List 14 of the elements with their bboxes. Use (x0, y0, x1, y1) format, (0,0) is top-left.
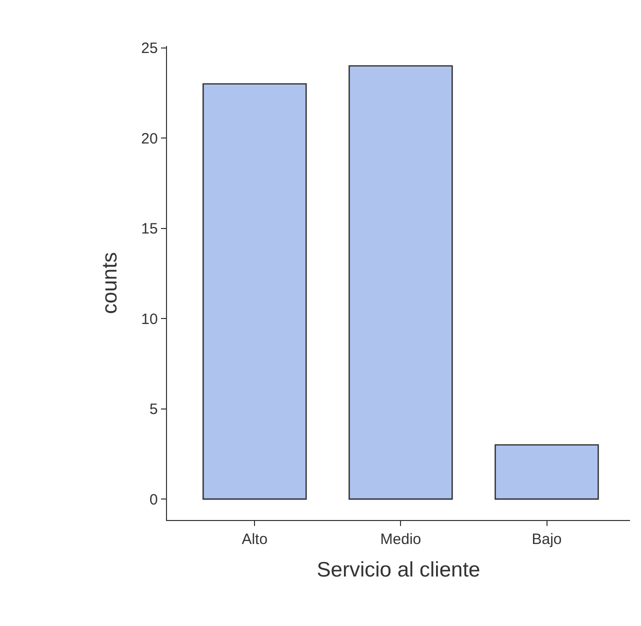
bar (202, 83, 307, 500)
y-tick-label: 5 (150, 401, 158, 418)
bar (348, 65, 453, 500)
y-axis-title: counts (98, 252, 122, 314)
y-tick-label: 10 (141, 310, 158, 328)
x-tick-label: Bajo (532, 531, 562, 548)
bar (494, 444, 599, 500)
y-tick-label: 15 (141, 220, 158, 238)
y-tick-label: 20 (141, 130, 158, 148)
y-tick-label: 25 (141, 40, 158, 58)
x-tick-label: Medio (380, 531, 422, 548)
x-axis-title: Servicio al cliente (316, 558, 480, 582)
y-tick-label: 0 (150, 491, 158, 508)
x-tick-label: Alto (242, 531, 268, 548)
